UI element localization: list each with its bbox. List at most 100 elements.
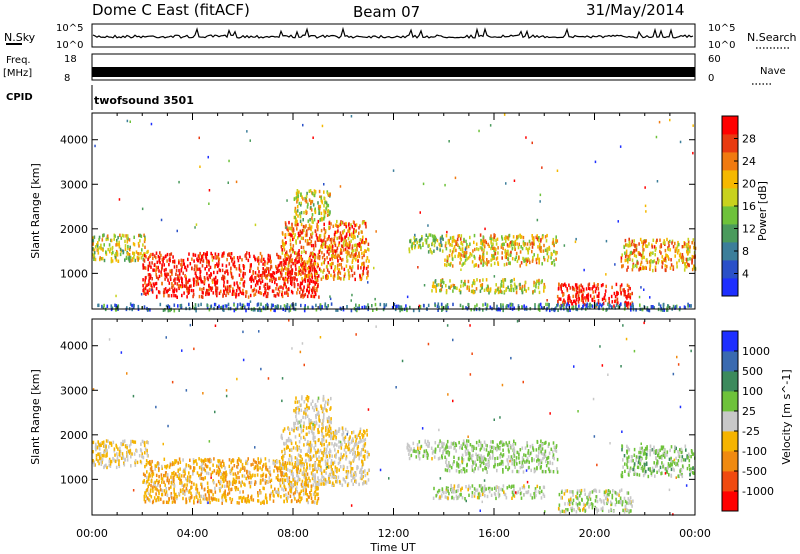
range-cell xyxy=(337,449,339,454)
range-cell xyxy=(508,261,510,265)
range-cell xyxy=(329,249,332,253)
range-cell xyxy=(367,273,369,278)
range-cell xyxy=(361,439,363,443)
range-cell xyxy=(310,199,312,204)
range-cell xyxy=(325,479,328,484)
range-cell xyxy=(345,221,347,226)
range-cell xyxy=(236,501,239,505)
range-cell xyxy=(103,258,106,263)
range-cell xyxy=(342,231,344,235)
range-cell xyxy=(519,233,521,237)
range-cell xyxy=(218,291,221,295)
range-cell xyxy=(290,481,293,485)
range-cell xyxy=(294,263,297,268)
range-cell xyxy=(473,254,475,259)
range-cell xyxy=(151,459,153,464)
range-cell xyxy=(466,243,468,247)
range-cell xyxy=(237,462,240,467)
range-cell xyxy=(351,232,353,236)
range-cell xyxy=(312,468,314,472)
range-cell xyxy=(383,306,386,310)
range-cell xyxy=(546,251,549,256)
range-cell xyxy=(538,247,541,251)
range-cell xyxy=(339,465,342,469)
range-cell xyxy=(204,277,206,282)
range-cell xyxy=(462,262,464,266)
range-cell xyxy=(102,306,105,310)
range-cell xyxy=(189,458,191,462)
range-cell xyxy=(465,250,468,255)
range-cell xyxy=(301,264,303,269)
range-cell xyxy=(479,254,481,259)
range-cell xyxy=(512,287,515,292)
range-cell xyxy=(183,284,185,288)
range-cell xyxy=(344,243,347,247)
range-cell xyxy=(289,249,291,253)
range-cell xyxy=(273,308,275,312)
range-cell xyxy=(348,240,351,245)
range-cell xyxy=(483,248,485,252)
range-cell xyxy=(243,468,246,472)
range-cell xyxy=(304,198,307,203)
range-cell xyxy=(215,289,217,293)
range-cell xyxy=(464,248,467,251)
range-cell xyxy=(302,271,304,275)
range-cell xyxy=(311,500,313,504)
range-cell xyxy=(543,282,546,287)
range-cell xyxy=(209,459,211,464)
range-cell xyxy=(311,213,314,217)
range-cell xyxy=(170,252,173,256)
range-cell xyxy=(230,487,233,491)
range-cell xyxy=(260,474,262,478)
range-cell xyxy=(514,257,516,262)
range-cell xyxy=(155,286,158,291)
nave-lo: 0 xyxy=(708,73,714,84)
range-cell xyxy=(475,263,477,267)
range-cell xyxy=(640,260,643,264)
range-cell xyxy=(342,438,345,442)
range-cell xyxy=(367,303,369,307)
range-cell xyxy=(283,463,286,467)
range-cell xyxy=(684,306,687,310)
range-cell xyxy=(314,448,317,453)
range-cell xyxy=(243,280,246,284)
range-cell xyxy=(129,302,132,306)
range-cell xyxy=(435,289,437,293)
range-cell xyxy=(319,460,321,464)
range-cell xyxy=(291,229,294,233)
range-cell xyxy=(327,304,329,308)
range-cell xyxy=(164,277,166,281)
range-cell xyxy=(323,222,325,227)
range-cell xyxy=(180,276,182,280)
range-cell xyxy=(270,478,273,482)
range-cell xyxy=(105,250,107,254)
range-cell xyxy=(564,282,566,286)
range-cell xyxy=(279,481,281,485)
range-cell xyxy=(301,279,304,283)
range-cell xyxy=(224,466,226,470)
range-cell xyxy=(529,260,531,265)
range-cell xyxy=(230,460,232,465)
range-cell xyxy=(313,265,316,269)
range-cell xyxy=(181,483,184,487)
range-cell xyxy=(652,260,654,264)
range-cell xyxy=(600,283,603,288)
range-cell xyxy=(304,475,307,480)
range-cell xyxy=(490,241,493,245)
colorbar-swatch xyxy=(722,224,738,243)
range-cell xyxy=(270,260,272,264)
range-cell xyxy=(474,304,476,309)
range-cell xyxy=(228,464,231,469)
range-cell xyxy=(93,257,95,261)
range-cell xyxy=(517,304,520,308)
range-cell xyxy=(108,243,111,247)
range-cell xyxy=(217,263,220,268)
range-cell xyxy=(333,434,335,438)
range-cell xyxy=(360,266,362,270)
range-cell xyxy=(201,462,204,466)
range-cell xyxy=(92,236,95,240)
range-cell xyxy=(288,448,291,452)
range-cell xyxy=(299,229,302,233)
range-cell xyxy=(465,306,467,310)
range-cell xyxy=(256,468,259,472)
